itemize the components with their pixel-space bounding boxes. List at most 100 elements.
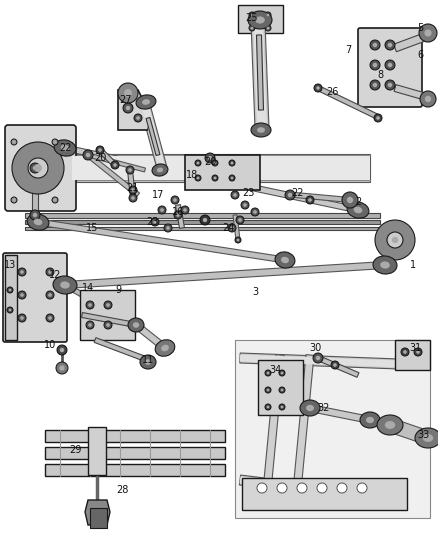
Circle shape <box>200 215 210 225</box>
Ellipse shape <box>60 145 69 151</box>
Text: 13: 13 <box>4 260 16 270</box>
FancyBboxPatch shape <box>5 125 76 211</box>
Ellipse shape <box>118 83 138 103</box>
Circle shape <box>238 218 242 222</box>
Circle shape <box>337 483 347 493</box>
Circle shape <box>86 301 94 309</box>
Ellipse shape <box>257 127 265 133</box>
Ellipse shape <box>34 164 42 172</box>
Circle shape <box>11 139 17 145</box>
Text: 24: 24 <box>222 223 234 233</box>
Circle shape <box>9 289 11 292</box>
Circle shape <box>30 210 40 220</box>
Circle shape <box>376 116 380 120</box>
Polygon shape <box>146 117 160 156</box>
Circle shape <box>48 293 52 297</box>
Circle shape <box>129 186 137 194</box>
Circle shape <box>183 208 187 212</box>
Polygon shape <box>140 104 167 169</box>
Ellipse shape <box>281 257 289 263</box>
Circle shape <box>385 60 395 70</box>
Ellipse shape <box>140 355 156 369</box>
Circle shape <box>30 163 40 173</box>
Circle shape <box>277 483 287 493</box>
Circle shape <box>265 25 271 31</box>
Circle shape <box>267 389 269 391</box>
Ellipse shape <box>145 359 151 365</box>
Ellipse shape <box>300 400 320 416</box>
Bar <box>235 340 430 518</box>
Circle shape <box>197 176 199 179</box>
Circle shape <box>88 323 92 327</box>
Polygon shape <box>251 22 269 128</box>
Circle shape <box>13 199 15 201</box>
Circle shape <box>203 218 207 222</box>
Circle shape <box>212 175 218 181</box>
Ellipse shape <box>155 340 175 356</box>
Circle shape <box>237 239 239 241</box>
Text: 2: 2 <box>355 197 361 207</box>
Circle shape <box>126 106 130 110</box>
Circle shape <box>236 216 244 224</box>
Circle shape <box>214 161 216 164</box>
Circle shape <box>59 365 65 370</box>
Circle shape <box>46 314 54 322</box>
Circle shape <box>306 196 314 204</box>
Polygon shape <box>25 220 380 224</box>
Circle shape <box>370 80 380 90</box>
Text: 28: 28 <box>116 485 128 495</box>
Circle shape <box>88 303 92 307</box>
Circle shape <box>249 25 255 31</box>
Circle shape <box>106 323 110 327</box>
Polygon shape <box>65 262 385 288</box>
Circle shape <box>265 370 271 376</box>
Circle shape <box>126 166 134 174</box>
Polygon shape <box>127 169 135 198</box>
Text: 1: 1 <box>410 260 416 270</box>
Text: 9: 9 <box>115 285 121 295</box>
Ellipse shape <box>157 167 163 173</box>
Ellipse shape <box>124 89 132 97</box>
Bar <box>88 427 106 475</box>
Circle shape <box>251 27 253 29</box>
Circle shape <box>281 389 283 391</box>
Text: 31: 31 <box>409 343 421 353</box>
Circle shape <box>333 363 337 367</box>
Ellipse shape <box>353 207 362 213</box>
Polygon shape <box>240 354 425 368</box>
Ellipse shape <box>373 256 397 274</box>
Polygon shape <box>134 322 167 351</box>
Ellipse shape <box>128 318 144 332</box>
Text: 14: 14 <box>82 283 94 293</box>
Circle shape <box>209 157 211 159</box>
Circle shape <box>388 83 392 87</box>
Circle shape <box>7 287 13 293</box>
Ellipse shape <box>142 99 150 105</box>
Circle shape <box>401 348 409 356</box>
Ellipse shape <box>375 220 415 260</box>
Ellipse shape <box>342 192 358 208</box>
Circle shape <box>96 146 104 154</box>
Circle shape <box>267 14 269 17</box>
Circle shape <box>297 483 307 493</box>
Circle shape <box>253 210 257 214</box>
Ellipse shape <box>255 17 265 23</box>
Ellipse shape <box>136 95 156 109</box>
Circle shape <box>46 268 54 276</box>
Circle shape <box>128 168 132 172</box>
Circle shape <box>113 163 117 167</box>
Ellipse shape <box>424 29 431 37</box>
Text: 16: 16 <box>172 207 184 217</box>
Bar <box>80 290 135 340</box>
Circle shape <box>229 175 235 181</box>
Polygon shape <box>233 215 240 240</box>
Circle shape <box>265 387 271 393</box>
Circle shape <box>265 12 271 18</box>
Text: 7: 7 <box>345 45 351 55</box>
Circle shape <box>195 160 201 166</box>
Circle shape <box>241 201 249 209</box>
Polygon shape <box>309 405 371 423</box>
Polygon shape <box>240 353 425 370</box>
Circle shape <box>267 27 269 29</box>
Circle shape <box>158 206 166 214</box>
